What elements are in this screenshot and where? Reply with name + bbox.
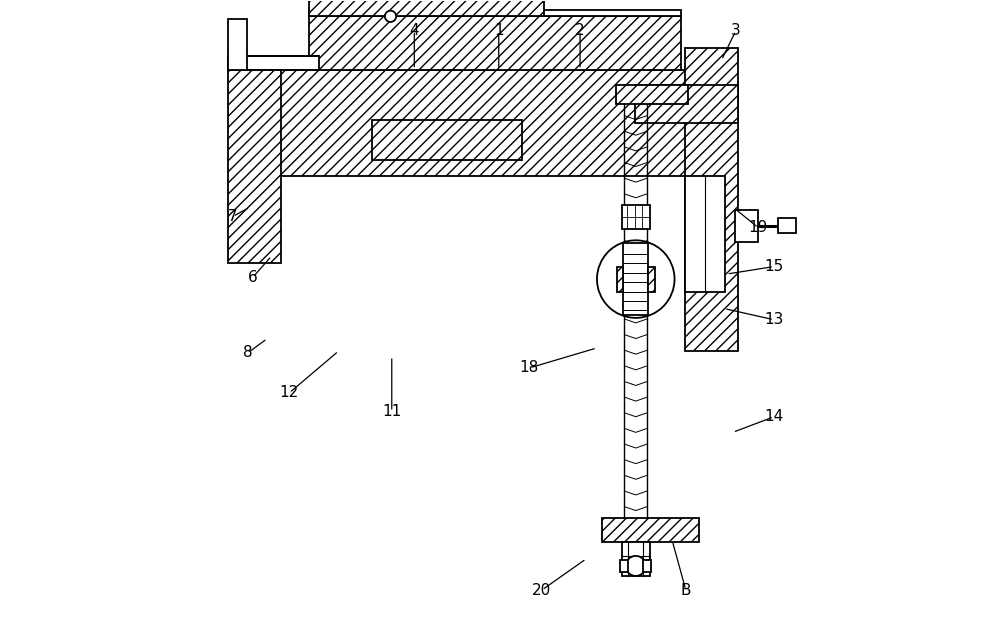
Bar	[250, 70, 735, 176]
Circle shape	[597, 240, 675, 318]
Bar	[648, 266, 655, 292]
Bar	[622, 542, 650, 576]
Text: 13: 13	[764, 312, 784, 327]
Text: 11: 11	[382, 404, 401, 419]
Circle shape	[385, 11, 396, 22]
Text: 7: 7	[228, 209, 238, 224]
Text: 1: 1	[494, 23, 504, 38]
Bar	[602, 518, 699, 542]
Bar	[228, 63, 281, 263]
Circle shape	[626, 556, 646, 576]
Bar	[735, 210, 758, 241]
Text: 15: 15	[764, 259, 784, 274]
Bar	[685, 176, 725, 292]
Text: 14: 14	[764, 409, 784, 424]
Text: B: B	[681, 582, 691, 598]
Bar	[617, 266, 623, 292]
Bar	[622, 205, 650, 229]
Text: 19: 19	[749, 220, 768, 235]
Bar	[635, 85, 738, 123]
Text: 3: 3	[731, 23, 741, 38]
Text: 6: 6	[248, 270, 258, 285]
Bar	[778, 218, 796, 233]
Text: 18: 18	[520, 361, 539, 376]
Text: 8: 8	[243, 345, 253, 361]
Bar	[372, 120, 522, 161]
Bar	[228, 19, 247, 70]
Bar	[685, 48, 738, 351]
Bar	[620, 560, 628, 572]
Bar	[309, 10, 681, 16]
Bar	[616, 85, 688, 104]
Bar	[309, 0, 544, 16]
Text: 2: 2	[575, 23, 585, 38]
Text: 4: 4	[409, 23, 419, 38]
Text: 12: 12	[280, 386, 299, 401]
Bar	[228, 56, 319, 70]
Bar	[643, 560, 651, 572]
Bar	[309, 16, 681, 70]
Text: 20: 20	[532, 582, 552, 598]
Bar	[623, 243, 648, 315]
